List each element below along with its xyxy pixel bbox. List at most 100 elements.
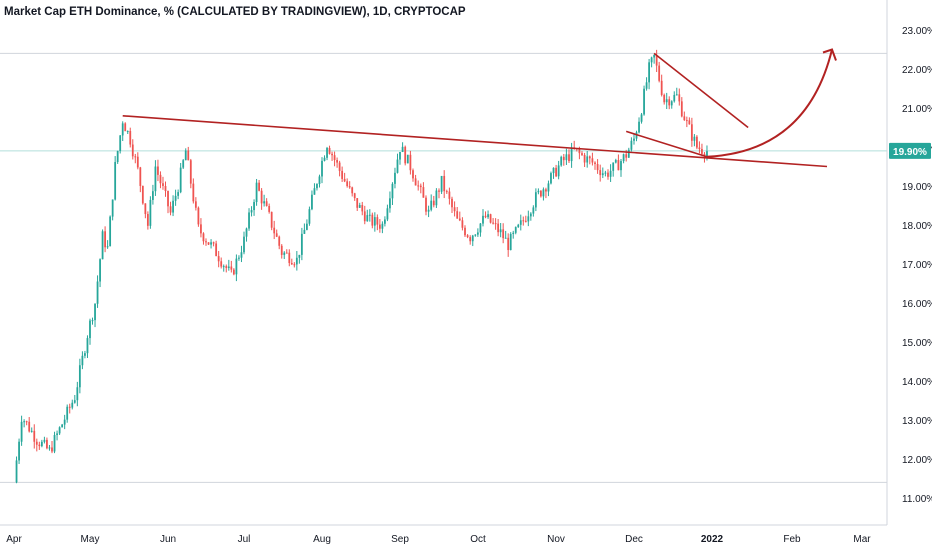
y-tick-label: 22.00% [902,65,932,76]
trendline-drawing[interactable] [122,115,828,168]
candle-body [126,131,129,133]
candle-body [594,162,596,165]
candle-body [285,252,288,254]
candle-body [394,172,396,184]
candle-body [497,223,500,233]
candle-body [210,242,212,245]
candle-body [678,94,681,102]
x-tick-label: May [81,534,100,545]
trendline-drawing[interactable] [625,130,708,158]
candle-body [368,214,371,216]
candle-body [693,136,696,141]
candle-body [38,444,41,447]
candle-body [688,120,691,125]
candle-body [182,160,185,168]
candle-body [157,166,159,175]
candle-body [696,136,698,148]
candle-body [399,151,401,160]
candle-body [540,190,542,197]
candle-body [338,162,341,171]
candle-body [15,460,18,483]
candle-body [263,201,266,204]
candle-body [58,427,61,434]
candle-body [260,190,263,204]
candle-body [348,186,351,188]
candle-body [169,206,172,213]
candle-body [542,189,545,197]
candle-body [200,224,202,234]
candle-body [40,441,43,447]
candle-body [265,201,268,206]
candle-body [290,263,293,265]
candle-body [56,433,58,436]
candle-body [333,155,336,161]
candle-body [280,245,283,255]
candle-body [119,135,122,151]
candle-body [514,227,517,233]
candles-layer [15,49,708,484]
trendline-drawing[interactable] [653,52,749,129]
candle-body [384,219,386,224]
candle-body [172,200,174,213]
candle-body [464,227,466,236]
candle-body [660,80,663,95]
candle-body [409,154,412,171]
candle-body [28,421,31,432]
x-tick-label: Apr [6,534,22,545]
candle-body [614,160,617,163]
candle-body [412,170,414,179]
candle-body [124,123,127,132]
candle-body [202,233,205,242]
candle-body [18,441,20,461]
candle-body [298,254,301,258]
candle-body [303,229,306,234]
candle-body [84,353,86,356]
candle-body [341,170,344,179]
candle-body [306,223,308,230]
curved-arrow-drawing[interactable] [706,49,833,158]
candle-body [550,173,552,184]
current-price-label: 19.90% [893,147,927,158]
candle-body [578,149,581,154]
candle-body [227,266,230,269]
candle-body [278,236,281,246]
candle-body [474,234,477,236]
candle-body [73,400,76,403]
x-tick-label: Aug [313,534,331,545]
candle-body [300,233,303,255]
candle-body [167,191,169,207]
candle-body [283,252,286,255]
candle-body [668,99,671,106]
candle-body [519,220,522,225]
candle-body [609,170,612,177]
candle-body [653,54,656,58]
candle-body [445,191,448,193]
candle-body [311,194,313,210]
candle-body [552,167,555,174]
candle-body [366,215,369,222]
candle-body [66,406,69,420]
candle-body [78,365,81,388]
candle-body [701,148,703,154]
candle-body [346,181,349,187]
candle-body [581,153,583,155]
candle-body [141,185,144,204]
candle-body [225,266,228,269]
candle-body [323,157,326,161]
candle-body [101,231,104,260]
candle-body [94,303,96,321]
candle-body [248,212,250,229]
candle-body [658,65,661,81]
candle-body [633,138,635,141]
candle-body [114,161,117,200]
candle-body [104,231,106,248]
candle-body [81,355,84,366]
candle-body [461,220,464,228]
x-tick-label: Dec [625,534,643,545]
candle-body [476,232,479,235]
candle-body [427,209,430,212]
chart-title: Market Cap ETH Dominance, % (CALCULATED … [4,6,466,18]
candle-body [217,256,220,262]
candle-body [149,199,152,226]
